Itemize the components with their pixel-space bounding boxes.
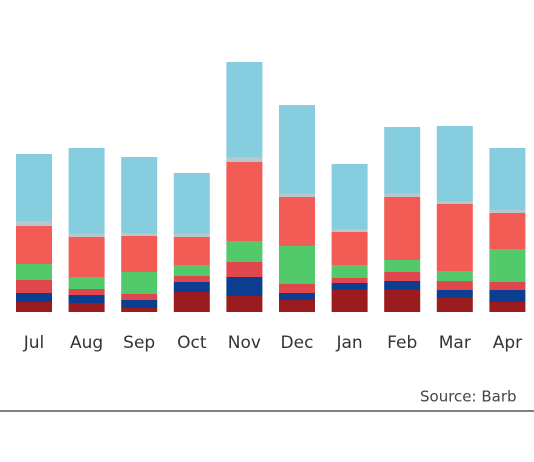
bar-segment	[331, 290, 368, 312]
bar-segment	[68, 295, 105, 303]
bar-segment	[121, 294, 158, 300]
x-tick-label: Jan	[335, 333, 362, 353]
bar-segment	[489, 282, 526, 290]
bar-segment	[226, 157, 263, 162]
bar-segment	[384, 127, 421, 193]
bar-segment	[436, 201, 473, 204]
bar-segment	[173, 237, 210, 265]
bar-segment	[68, 234, 105, 237]
bar-segment	[68, 289, 105, 295]
bar-segment	[384, 260, 421, 272]
bar-segment	[16, 293, 52, 302]
bar-segment	[121, 236, 158, 272]
bar-segment	[173, 234, 210, 237]
bar-segment	[436, 290, 473, 298]
bar-segment	[68, 237, 105, 277]
bar-segment	[121, 308, 158, 312]
bar-segment	[16, 221, 52, 226]
bar-segment	[226, 241, 263, 262]
bar-segment	[68, 148, 105, 234]
bar-segment	[489, 290, 526, 302]
bar-segment	[279, 284, 315, 293]
bar-segment	[121, 233, 158, 236]
bar-segment	[489, 302, 526, 312]
bar-segment	[489, 213, 526, 249]
bar-segment	[436, 298, 473, 312]
bar-segment	[16, 264, 52, 280]
x-tick-label: Oct	[177, 333, 207, 353]
bar-segment	[173, 292, 210, 312]
x-tick-label: Mar	[439, 333, 471, 353]
bar-segment	[226, 162, 263, 241]
bar-segment	[436, 281, 473, 290]
bar-segment	[173, 265, 210, 276]
bar-segment	[121, 300, 158, 308]
bar-segment	[384, 197, 421, 260]
bar-segment	[16, 302, 52, 312]
bar-segment	[226, 277, 263, 296]
bar-segment	[331, 229, 368, 232]
bar-segment	[279, 194, 315, 197]
x-tick-label: Feb	[387, 333, 417, 353]
bar-segment	[331, 283, 368, 290]
bar-segment	[121, 157, 158, 233]
x-tick-label: Dec	[281, 333, 314, 353]
source-note: Source: Barb	[420, 388, 517, 406]
bar-segment	[121, 272, 158, 294]
bar-segment	[16, 226, 52, 264]
bar-segment	[489, 148, 526, 210]
bar-segment	[279, 246, 315, 284]
bar-segment	[489, 210, 526, 213]
bar-segment	[279, 300, 315, 312]
x-tick-label: Apr	[493, 333, 522, 353]
bar-segment	[226, 296, 263, 312]
bar-segment	[489, 249, 526, 282]
bar-segment	[436, 271, 473, 281]
bar-segment	[173, 282, 210, 292]
bar-segment	[384, 281, 421, 290]
bar-segment	[16, 280, 52, 293]
bar-segment	[68, 277, 105, 289]
x-tick-label: Sep	[123, 333, 155, 353]
bar-segment	[279, 293, 315, 300]
bar-segment	[331, 232, 368, 265]
bar-segment	[226, 62, 263, 157]
bar-segment	[16, 154, 52, 221]
x-tick-label: Aug	[70, 333, 103, 353]
bar-segment	[173, 276, 210, 282]
bar-segment	[331, 265, 368, 278]
bar-segment	[279, 105, 315, 194]
bar-segment	[226, 262, 263, 277]
bar-segment	[384, 272, 421, 281]
x-tick-label: Jul	[23, 333, 45, 353]
bar-segment	[436, 204, 473, 271]
bar-segment	[384, 193, 421, 197]
bar-segment	[279, 197, 315, 246]
bar-segment	[173, 173, 210, 234]
bar-segment	[436, 126, 473, 201]
bar-segment	[331, 164, 368, 229]
x-tick-label: Nov	[228, 333, 261, 353]
bar-segment	[384, 290, 421, 312]
bar-segment	[331, 278, 368, 283]
bar-segment	[68, 303, 105, 312]
